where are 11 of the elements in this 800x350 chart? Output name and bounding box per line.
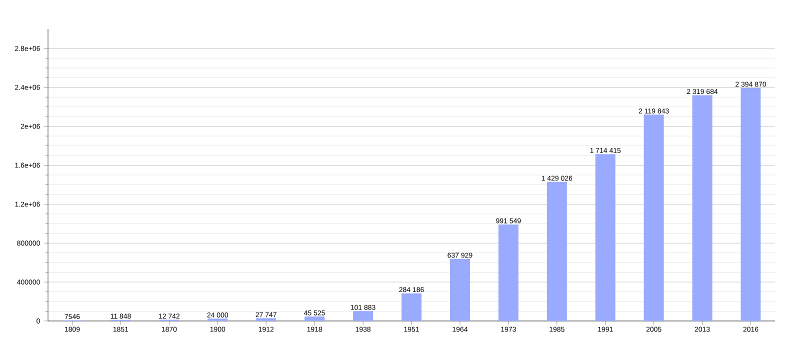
bar xyxy=(256,318,276,321)
bar xyxy=(402,293,422,321)
bar xyxy=(304,316,325,321)
bar xyxy=(450,258,470,321)
bar xyxy=(740,88,761,321)
bar xyxy=(644,114,664,321)
bar xyxy=(546,182,567,321)
bar xyxy=(692,95,712,321)
bar xyxy=(498,224,518,321)
bar xyxy=(595,154,616,321)
bar xyxy=(353,311,374,321)
